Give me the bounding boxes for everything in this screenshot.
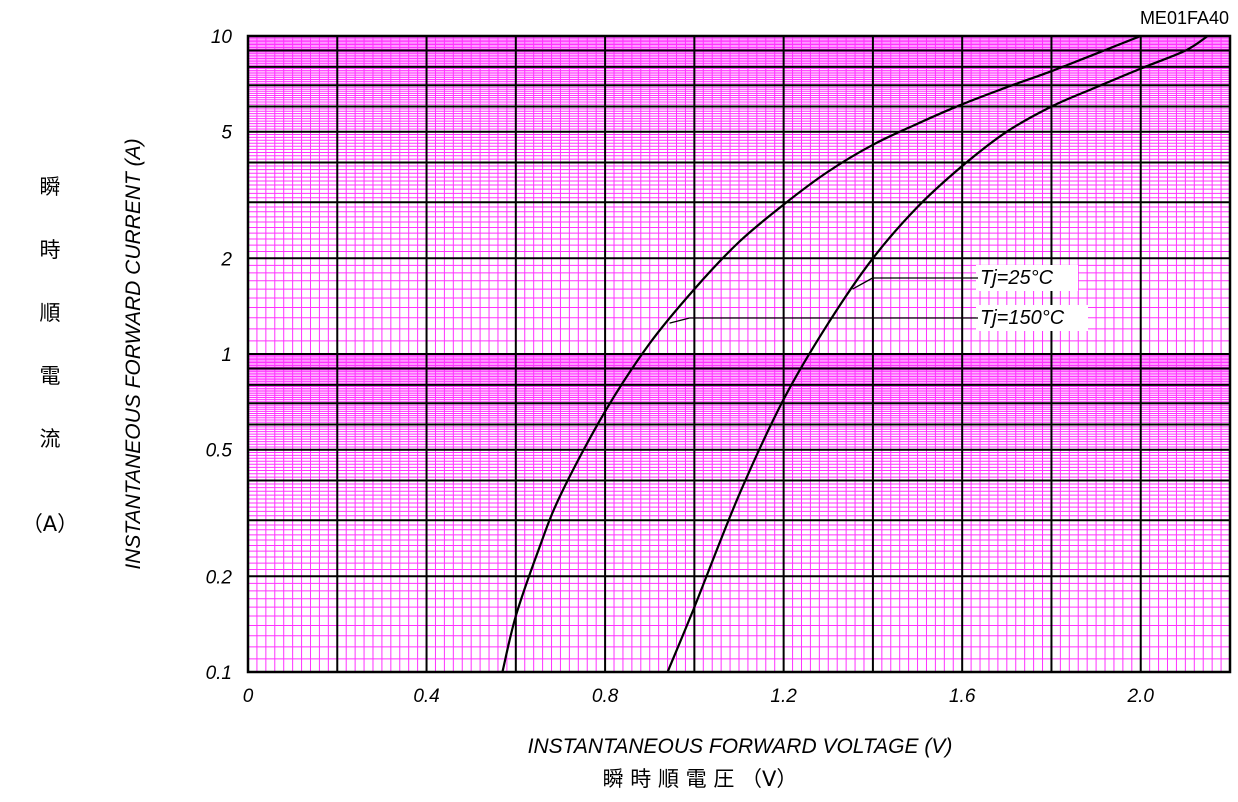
curves (501, 34, 1209, 673)
annotation-tj-25c: Tj=25°C (980, 267, 1054, 289)
y-axis-title-jp-char: 順 (40, 301, 61, 325)
x-tick-label: 0.4 (413, 686, 439, 707)
x-tick-label: 0.8 (592, 686, 619, 707)
minor-grid (248, 36, 1230, 672)
y-tick-label: 1 (221, 345, 232, 366)
y-tick-label: 0.2 (206, 567, 233, 588)
figure-code: ME01FA40 (1140, 8, 1229, 28)
x-axis-title-jp: 瞬 時 順 電 圧 （V） (603, 767, 798, 791)
leader-line-tj-25c (852, 277, 873, 290)
y-axis-title-jp-char: 時 (40, 238, 61, 262)
y-tick-label: 10 (211, 27, 233, 48)
x-tick-label: 1.6 (949, 686, 976, 707)
x-axis-title: INSTANTANEOUS FORWARD VOLTAGE (V) (528, 735, 953, 758)
x-tick-label: 1.2 (770, 686, 797, 707)
y-tick-label: 2 (220, 249, 232, 270)
y-axis-title-jp-char: 瞬 (40, 175, 61, 199)
y-axis-title: INSTANTANEOUS FORWARD CURRENT (A) (122, 138, 145, 569)
x-tick-label: 2.0 (1127, 686, 1155, 707)
major-grid (247, 35, 1231, 673)
y-tick-label: 0.5 (206, 441, 233, 462)
x-tick-label: 0 (243, 686, 254, 707)
curve-tj-25c (666, 35, 1209, 673)
plot-frame (246, 34, 1232, 674)
annotations: Tj=25°C Tj=150°C (669, 265, 1088, 331)
annotation-tj-150c: Tj=150°C (980, 307, 1065, 329)
leader-line-tj-150c (669, 317, 690, 324)
y-tick-labels: 0.1 0.2 0.5 1 2 5 10 (206, 27, 233, 684)
y-axis-title-jp-char: 流 (40, 427, 61, 451)
y-axis-title-jp-char: 電 (40, 364, 61, 388)
x-tick-labels: 0 0.4 0.8 1.2 1.6 2.0 (243, 686, 1155, 707)
y-axis-title-jp-char: （A） (22, 512, 78, 536)
y-tick-label: 0.1 (206, 663, 232, 684)
curve-tj-150c (501, 34, 1142, 673)
annotation-bg-tj-25c (976, 265, 1078, 291)
y-tick-label: 5 (221, 123, 232, 144)
annotation-bg-tj-150c (976, 305, 1088, 331)
